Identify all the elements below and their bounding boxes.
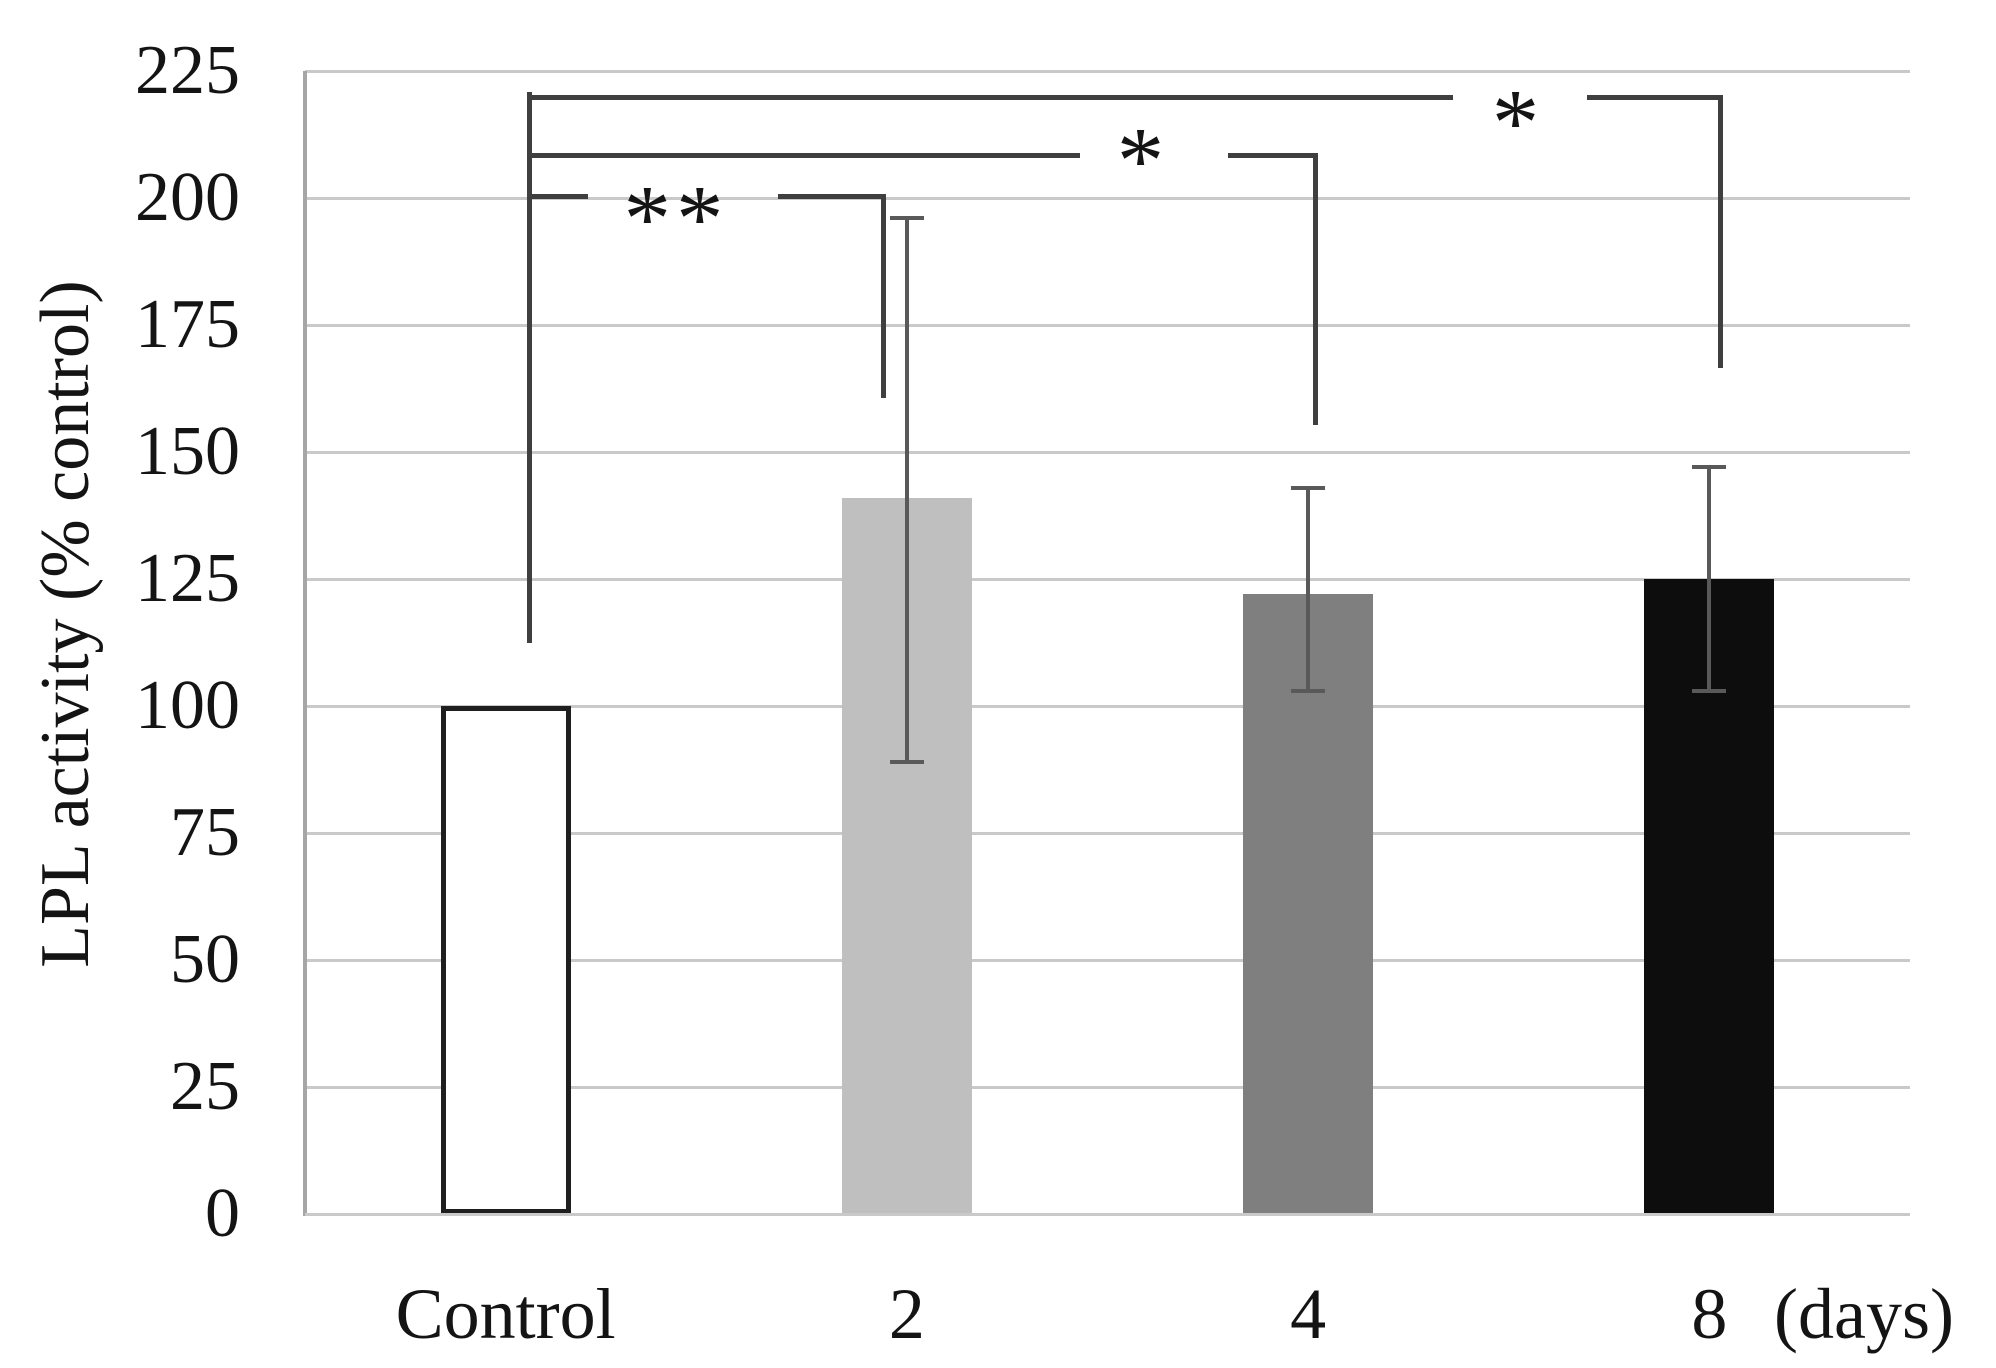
x-unit-suffix: (days)	[1774, 1274, 1954, 1354]
sig-main-vertical	[527, 92, 532, 643]
gridline-75	[305, 832, 1910, 835]
y-tick-label-0: 0	[205, 1175, 240, 1252]
error-bar-2-cap-bottom	[889, 759, 924, 764]
y-tick-label-25: 25	[170, 1048, 240, 1125]
error-bar-8-cap-top	[1692, 465, 1727, 470]
x-label-control: Control	[395, 1274, 616, 1354]
gridline-175	[305, 324, 1910, 327]
error-bar-4-cap-bottom	[1291, 688, 1326, 693]
y-axis-line	[303, 71, 307, 1216]
bar-control	[440, 706, 571, 1214]
y-tick-label-150: 150	[135, 413, 240, 490]
y-axis-title: LPL activity (% control)	[27, 280, 104, 968]
x-label-4: 4	[1290, 1274, 1327, 1354]
y-tick-label-75: 75	[170, 794, 240, 871]
sig-bracket-control-vs-4-segment-1	[1228, 153, 1317, 158]
gridline-225	[305, 70, 1910, 73]
gridline-50	[305, 959, 1910, 962]
y-tick-label-225: 225	[135, 32, 240, 109]
sig-bracket-control-vs-2-stars: **	[623, 165, 729, 272]
error-bar-4-cap-top	[1291, 485, 1326, 490]
y-tick-label-125: 125	[135, 540, 240, 617]
sig-bracket-control-vs-4-stars: *	[1116, 107, 1170, 214]
sig-bracket-control-vs-4-segment-0	[529, 153, 1080, 158]
bar-4	[1243, 594, 1374, 1214]
gridline-200	[305, 197, 1910, 200]
error-bar-8-line	[1707, 467, 1712, 691]
sig-bracket-control-vs-2-drop	[881, 194, 886, 398]
y-tick-label-175: 175	[135, 286, 240, 363]
error-bar-2-line	[904, 218, 909, 762]
sig-bracket-control-vs-8-segment-0	[529, 95, 1453, 100]
sig-bracket-control-vs-8-segment-1	[1587, 95, 1722, 100]
x-label-2: 2	[888, 1274, 925, 1354]
error-bar-8-cap-bottom	[1692, 688, 1727, 693]
sig-bracket-control-vs-8-stars: *	[1491, 69, 1545, 176]
sig-bracket-control-vs-2-segment-1	[778, 194, 885, 199]
gridline-100	[305, 705, 1910, 708]
gridline-25	[305, 1086, 1910, 1089]
gridline-125	[305, 578, 1910, 581]
x-axis-line	[305, 1213, 1910, 1216]
y-tick-label-100: 100	[135, 667, 240, 744]
error-bar-2-cap-top	[889, 216, 924, 221]
sig-bracket-control-vs-2-segment-0	[529, 194, 588, 199]
gridline-150	[305, 451, 1910, 454]
y-tick-label-50: 50	[170, 921, 240, 998]
x-label-8: 8	[1691, 1274, 1728, 1354]
sig-bracket-control-vs-4-drop	[1313, 153, 1318, 425]
error-bar-4-line	[1306, 487, 1311, 691]
sig-bracket-control-vs-8-drop	[1718, 95, 1723, 368]
y-tick-label-200: 200	[135, 159, 240, 236]
